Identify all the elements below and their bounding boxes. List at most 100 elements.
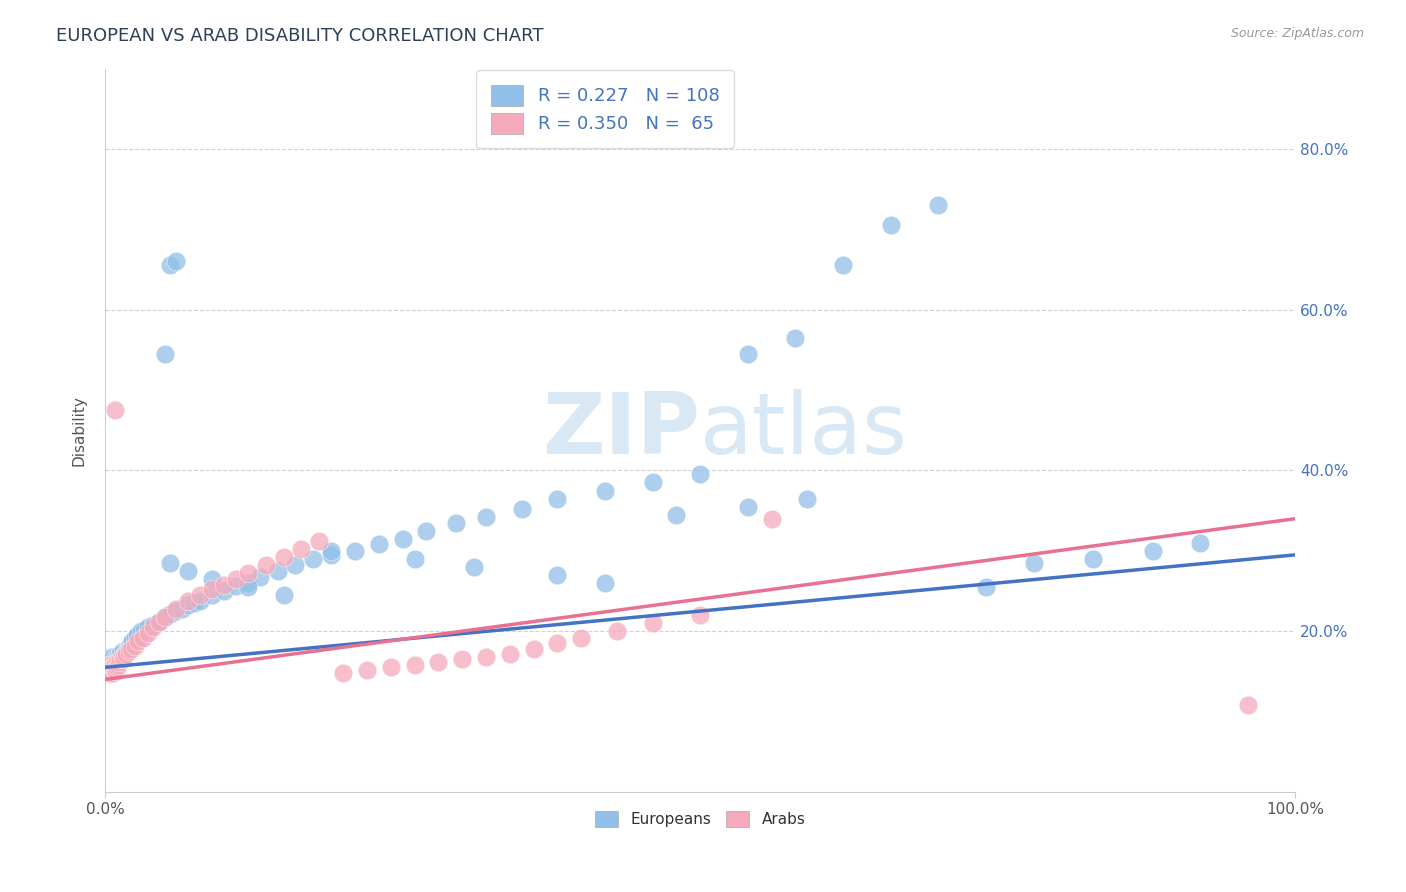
Point [96,665,118,679]
Point [105,657,128,672]
Point [569,631,592,645]
Point [97,659,120,673]
Point [159,259,181,273]
Point [641,616,664,631]
Point [606,624,628,639]
Point [153,609,176,624]
Point [974,580,997,594]
Point [118,639,141,653]
Point [96,660,118,674]
Point [546,636,568,650]
Point [499,647,522,661]
Point [103,652,125,666]
Point [593,576,616,591]
Point [127,633,149,648]
Point [254,558,277,573]
Point [927,198,949,212]
Point [225,579,247,593]
Point [120,641,142,656]
Point [343,544,366,558]
Point [110,649,132,664]
Point [177,564,200,578]
Point [107,649,129,664]
Point [100,660,122,674]
Point [110,647,132,661]
Point [475,649,498,664]
Point [103,657,125,672]
Point [593,483,616,498]
Point [101,660,124,674]
Point [391,532,413,546]
Point [96,660,118,674]
Point [367,537,389,551]
Point [136,620,159,634]
Point [249,569,271,583]
Point [136,625,159,640]
Point [98,662,121,676]
Point [101,665,124,679]
Point [451,652,474,666]
Point [108,655,131,669]
Point [118,640,141,655]
Point [1189,535,1212,549]
Point [165,601,187,615]
Point [380,660,402,674]
Point [404,657,426,672]
Point [1081,552,1104,566]
Point [273,588,295,602]
Point [444,516,467,530]
Point [165,254,187,268]
Point [98,652,121,666]
Y-axis label: Disability: Disability [72,395,86,466]
Point [96,652,118,666]
Point [108,652,131,666]
Point [134,623,156,637]
Point [689,467,711,482]
Point [321,544,343,558]
Point [737,500,759,514]
Point [689,608,711,623]
Point [225,572,247,586]
Point [103,649,125,664]
Point [96,663,118,677]
Point [103,655,125,669]
Point [463,560,485,574]
Point [201,582,224,597]
Point [546,491,568,506]
Point [105,655,128,669]
Point [148,615,170,629]
Point [98,656,121,670]
Point [111,644,134,658]
Point [97,657,120,671]
Point [641,475,664,490]
Point [101,655,124,669]
Point [1022,556,1045,570]
Point [832,259,855,273]
Point [124,631,146,645]
Point [201,588,224,602]
Point [212,577,235,591]
Text: atlas: atlas [700,389,908,472]
Point [111,649,134,664]
Point [120,636,142,650]
Point [165,604,187,618]
Point [96,665,118,680]
Point [236,576,259,591]
Point [115,644,138,658]
Point [103,657,125,671]
Point [111,648,134,663]
Point [188,588,211,602]
Point [108,648,131,663]
Point [101,652,124,666]
Point [112,649,135,664]
Point [105,655,128,669]
Point [97,654,120,668]
Point [415,524,437,538]
Point [132,631,155,645]
Point [142,620,165,634]
Point [97,660,120,674]
Point [129,624,152,639]
Point [142,617,165,632]
Point [201,572,224,586]
Point [332,665,354,680]
